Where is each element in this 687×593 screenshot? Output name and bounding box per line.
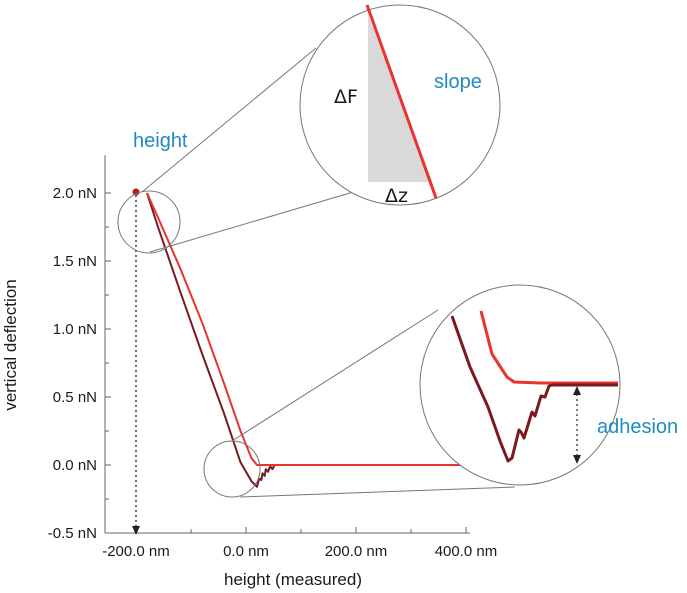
x-tick-label: -200.0 nm: [102, 543, 170, 560]
x-tick-label: 0.0 nm: [223, 543, 269, 560]
adhesion-zoomed-retract: [450, 315, 618, 463]
slope-source-circle: [117, 190, 181, 254]
adhesion-arrowhead-up: [573, 386, 581, 395]
y-tick-label: -0.5 nN: [48, 525, 97, 542]
y-tick-label: 1.5 nN: [53, 253, 97, 270]
slope-zoomed-line: [365, 4, 438, 199]
series-group: [146, 192, 491, 488]
y-ticks: -0.5 nN 0.0 nN 0.5 nN 1.0 nN 1.5 nN 2.0 nN: [48, 185, 111, 542]
adhesion-annotation: adhesion: [597, 416, 678, 438]
adhesion-zoom-callout: adhesion: [203, 284, 678, 498]
height-marker-arrowhead: [132, 526, 140, 535]
slope-callout-line-lower: [149, 189, 361, 253]
delta-f-label: ΔF: [334, 86, 358, 108]
series-line-0: [146, 192, 491, 466]
axes: -0.5 nN 0.0 nN 0.5 nN 1.0 nN 1.5 nN 2.0 nN -2…: [48, 155, 497, 560]
adhesion-magnifier-circle: [419, 284, 621, 486]
x-tick-label: 400.0 nm: [435, 543, 498, 560]
slope-callout-line-upper: [141, 47, 317, 193]
x-ticks: -200.0 nm 0.0 nm 200.0 nm 400.0 nm: [102, 527, 497, 560]
adhesion-source-circle: [203, 440, 261, 498]
adhesion-zoomed-approach: [479, 310, 618, 385]
x-tick-label: 200.0 nm: [325, 543, 388, 560]
y-tick-label: 0.0 nN: [53, 457, 97, 474]
adhesion-arrowhead-down: [573, 455, 581, 464]
slope-annotation: slope: [434, 71, 482, 93]
y-tick-label: 0.5 nN: [53, 389, 97, 406]
x-axis-title: height (measured): [224, 570, 362, 589]
adhesion-callout-line-upper: [231, 309, 439, 442]
height-annotation: height: [133, 130, 188, 152]
adhesion-callout-line-lower: [239, 486, 516, 498]
y-tick-label: 1.0 nN: [53, 321, 97, 338]
slope-zoom-callout: ΔF Δz slope: [117, 4, 501, 254]
y-axis-title: vertical deflection: [1, 279, 20, 410]
height-marker-dot: [132, 188, 140, 196]
y-tick-label: 2.0 nN: [53, 185, 97, 202]
delta-z-label: Δz: [385, 185, 408, 207]
